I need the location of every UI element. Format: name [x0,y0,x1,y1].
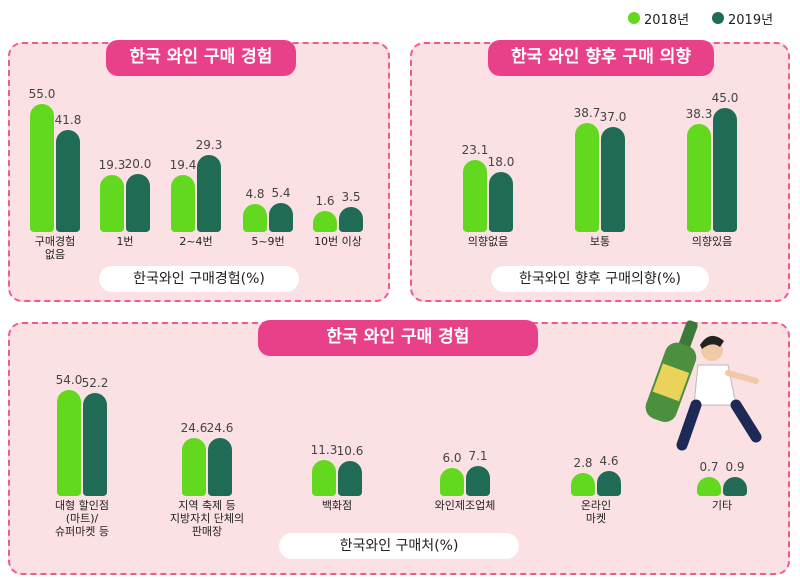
bar [575,122,599,232]
category-label: 5~9번 [251,235,285,248]
legend-label: 2018년 [644,13,690,28]
value-label: 6.0 [442,451,462,466]
value-label: 0.9 [725,459,745,474]
bar [697,476,721,496]
category-label: 온라인 마켓 [580,499,612,525]
bar [723,476,747,496]
category-label: 1번 [116,235,134,248]
category-label: 구매경험 없음 [34,235,76,261]
bar [313,210,337,232]
category-label: 의향있음 [691,235,733,248]
value-label: 4.6 [599,453,619,468]
bar [597,470,621,496]
value-label: 7.1 [468,449,488,464]
value-label: 4.8 [245,187,265,202]
illustration [645,320,762,451]
bar [339,207,363,232]
bar [197,155,221,232]
bar [440,468,464,496]
bar [601,126,625,232]
bar [463,159,487,232]
bar [57,390,81,496]
bar [338,460,362,496]
panel-title: 한국 와인 구매 경험 [258,320,538,356]
caption: 한국와인 구매경험(%) [99,266,299,292]
value-label: 24.6 [180,420,208,435]
category-label: 와인제조업체 [434,499,496,512]
bar [269,203,293,232]
bar [571,473,595,496]
caption: 한국와인 구매처(%) [279,533,519,559]
value-label: 10.6 [336,443,364,458]
bar [713,108,737,232]
bar [30,104,54,232]
bar [466,466,490,496]
value-label: 1.6 [315,193,335,208]
value-label: 24.6 [206,420,234,435]
bar [243,204,267,232]
value-label: 18.0 [487,154,515,169]
value-label: 3.5 [341,190,361,204]
value-label: 37.0 [599,109,627,124]
value-label: 2.8 [573,456,593,471]
panel-title: 한국 와인 구매 경험 [106,40,296,76]
category-label: 10번 이상 [314,235,362,248]
legend-label: 2019년 [728,13,774,28]
panel-title: 한국 와인 향후 구매 의향 [488,40,714,76]
value-label: 11.3 [310,442,338,457]
value-label: 23.1 [461,142,489,157]
value-label: 45.0 [711,91,739,105]
value-label: 52.2 [81,375,109,390]
category-label: 2~4번 [179,235,213,248]
bar [83,392,107,496]
value-label: 19.3 [98,158,126,173]
value-label: 55.0 [28,87,56,101]
category-label: 기타 [711,499,733,512]
value-label: 19.4 [169,158,197,173]
value-label: 41.8 [54,113,82,128]
value-label: 38.3 [685,106,713,121]
bar [171,175,195,232]
category-label: 백화점 [321,499,353,512]
bar [208,437,232,496]
legend-swatch [712,12,724,24]
category-label: 보통 [589,235,611,248]
bar [489,171,513,232]
bar [126,174,150,232]
value-label: 38.7 [573,105,601,120]
caption: 한국와인 향후 구매의향(%) [491,266,709,292]
category-label: 대형 할인점 (마트)/ 슈퍼마켓 등 [54,499,110,538]
category-label: 지역 축제 등 지방자치 단체의 판매장 [169,499,245,538]
bar [687,123,711,232]
bar [312,459,336,496]
legend-swatch [628,12,640,24]
bar [100,175,124,232]
value-label: 5.4 [271,186,291,201]
value-label: 29.3 [195,138,223,153]
value-label: 54.0 [55,373,83,387]
category-label: 의향없음 [467,235,509,248]
value-label: 0.7 [699,459,719,474]
value-label: 20.0 [124,157,152,171]
bar [182,437,206,496]
bar [56,130,80,232]
